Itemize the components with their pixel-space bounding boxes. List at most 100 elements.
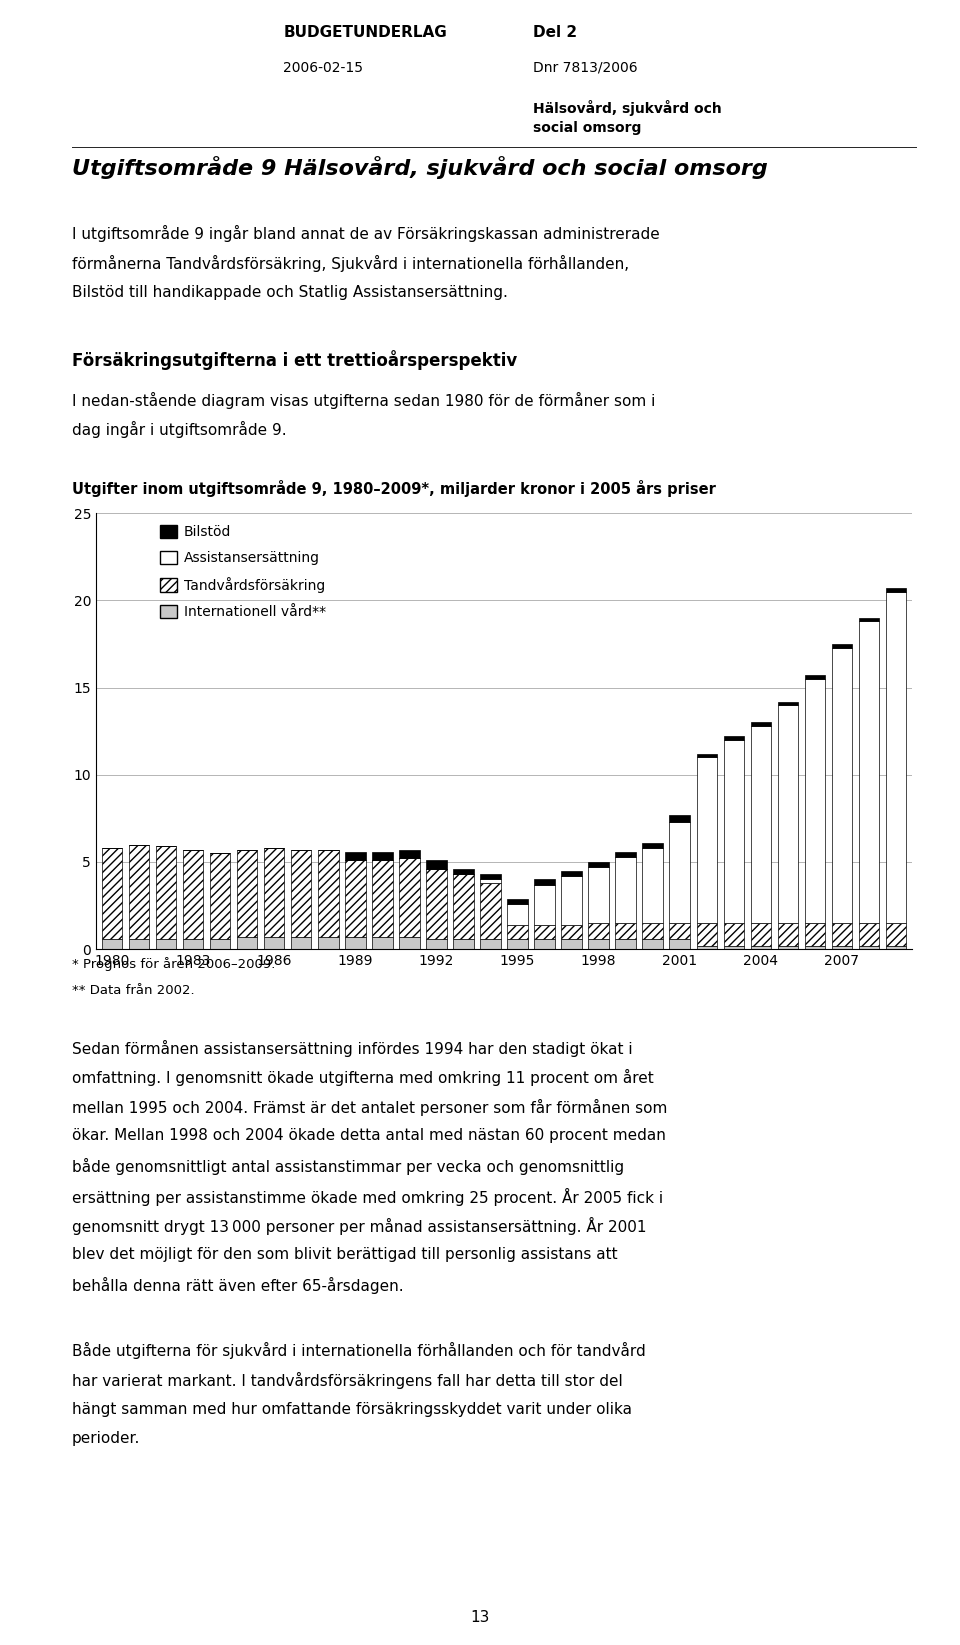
Bar xyxy=(346,860,366,938)
Bar xyxy=(480,939,500,949)
Bar xyxy=(642,849,662,923)
Bar xyxy=(858,619,879,622)
Bar xyxy=(291,938,311,949)
Bar xyxy=(399,938,420,949)
Bar xyxy=(480,883,500,939)
Bar xyxy=(346,852,366,860)
Text: 2006-02-15: 2006-02-15 xyxy=(283,61,363,76)
Bar xyxy=(669,814,690,822)
Bar xyxy=(562,870,582,875)
Bar xyxy=(588,867,609,923)
Bar xyxy=(804,679,825,923)
Text: Försäkringsutgifterna i ett trettioårsperspektiv: Försäkringsutgifterna i ett trettioårspe… xyxy=(72,350,517,370)
Bar xyxy=(831,643,852,648)
Text: Bilstöd till handikappade och Statlig Assistansersättning.: Bilstöd till handikappade och Statlig As… xyxy=(72,285,508,299)
Bar xyxy=(778,923,798,946)
Bar xyxy=(615,857,636,923)
Bar xyxy=(562,939,582,949)
Bar xyxy=(102,849,122,939)
Text: ökar. Mellan 1998 och 2004 ökade detta antal med nästan 60 procent medan: ökar. Mellan 1998 och 2004 ökade detta a… xyxy=(72,1128,666,1143)
Bar xyxy=(751,923,771,946)
Bar xyxy=(669,939,690,949)
Bar xyxy=(831,946,852,949)
Text: I utgiftsområde 9 ingår bland annat de av Försäkringskassan administrerade: I utgiftsområde 9 ingår bland annat de a… xyxy=(72,225,660,242)
Bar xyxy=(480,873,500,880)
Text: mellan 1995 och 2004. Främst är det antalet personer som får förmånen som: mellan 1995 och 2004. Främst är det anta… xyxy=(72,1099,667,1115)
Text: * Prognos för åren 2006–2009.: * Prognos för åren 2006–2009. xyxy=(72,957,276,971)
Bar xyxy=(346,938,366,949)
Bar xyxy=(831,923,852,946)
Bar xyxy=(642,939,662,949)
Bar xyxy=(751,722,771,725)
Bar xyxy=(751,946,771,949)
Text: blev det möjligt för den som blivit berättigad till personlig assistans att: blev det möjligt för den som blivit berä… xyxy=(72,1247,617,1262)
Text: Hälsovård, sjukvård och
social omsorg: Hälsovård, sjukvård och social omsorg xyxy=(533,100,722,135)
Bar xyxy=(858,622,879,923)
Bar xyxy=(858,923,879,946)
Text: omfattning. I genomsnitt ökade utgifterna med omkring 11 procent om året: omfattning. I genomsnitt ökade utgiftern… xyxy=(72,1069,654,1086)
Bar xyxy=(804,923,825,946)
Text: Utgifter inom utgiftsområde 9, 1980–2009*, miljarder kronor i 2005 års priser: Utgifter inom utgiftsområde 9, 1980–2009… xyxy=(72,480,716,497)
Bar xyxy=(724,946,744,949)
Bar xyxy=(588,862,609,867)
Bar xyxy=(156,939,177,949)
Bar xyxy=(697,753,717,757)
Bar xyxy=(102,939,122,949)
Bar xyxy=(778,946,798,949)
Bar xyxy=(237,850,257,938)
Text: ** Data från 2002.: ** Data från 2002. xyxy=(72,984,195,997)
Bar xyxy=(886,592,906,923)
Text: förmånerna Tandvårdsförsäkring, Sjukvård i internationella förhållanden,: förmånerna Tandvårdsförsäkring, Sjukvård… xyxy=(72,255,629,271)
Bar xyxy=(669,923,690,939)
Bar xyxy=(724,923,744,946)
Bar xyxy=(480,880,500,883)
Bar xyxy=(508,903,528,924)
Text: ersättning per assistanstimme ökade med omkring 25 procent. År 2005 fick i: ersättning per assistanstimme ökade med … xyxy=(72,1188,663,1206)
Text: Del 2: Del 2 xyxy=(533,25,577,39)
Bar xyxy=(291,850,311,938)
Bar xyxy=(183,850,204,939)
Bar xyxy=(210,854,230,939)
Bar xyxy=(508,924,528,939)
Bar xyxy=(372,938,393,949)
Text: BUDGETUNDERLAG: BUDGETUNDERLAG xyxy=(283,25,447,39)
Bar xyxy=(508,898,528,903)
Bar xyxy=(129,939,150,949)
Bar xyxy=(453,873,473,939)
Bar xyxy=(318,938,339,949)
Bar xyxy=(615,923,636,939)
Text: I nedan­stående diagram visas utgifterna sedan 1980 för de förmåner som i: I nedan­stående diagram visas utgifterna… xyxy=(72,392,656,408)
Bar xyxy=(642,842,662,849)
Bar xyxy=(697,757,717,923)
Bar xyxy=(183,939,204,949)
Bar xyxy=(264,849,284,938)
Bar xyxy=(669,822,690,923)
Text: har varierat markant. I tandvårdsförsäkringens fall har detta till stor del: har varierat markant. I tandvårdsförsäkr… xyxy=(72,1372,623,1388)
Bar xyxy=(697,946,717,949)
Text: Sedan förmånen assistansersättning infördes 1994 har den stadigt ökat i: Sedan förmånen assistansersättning inför… xyxy=(72,1040,633,1056)
Bar xyxy=(453,869,473,873)
Bar xyxy=(399,859,420,938)
Bar xyxy=(886,946,906,949)
Bar xyxy=(751,725,771,923)
Bar xyxy=(588,923,609,939)
Text: Utgiftsområde 9 Hälsovård, sjukvård och social omsorg: Utgiftsområde 9 Hälsovård, sjukvård och … xyxy=(72,156,768,179)
Bar xyxy=(615,852,636,857)
Bar xyxy=(426,860,446,869)
Bar xyxy=(804,676,825,679)
Bar xyxy=(372,860,393,938)
Bar xyxy=(804,946,825,949)
Bar xyxy=(156,846,177,939)
Bar xyxy=(588,939,609,949)
Text: genomsnitt drygt 13 000 personer per månad assistansersättning. År 2001: genomsnitt drygt 13 000 personer per mån… xyxy=(72,1217,646,1235)
Bar xyxy=(724,740,744,923)
Bar xyxy=(535,939,555,949)
Bar xyxy=(453,939,473,949)
Bar xyxy=(264,938,284,949)
Bar xyxy=(886,923,906,946)
Text: både genomsnittligt antal assistanstimmar per vecka och genomsnittlig: både genomsnittligt antal assistanstimma… xyxy=(72,1158,624,1175)
Text: 13: 13 xyxy=(470,1610,490,1625)
Bar xyxy=(562,875,582,924)
Text: Både utgifterna för sjukvård i internationella förhållanden och för tandvård: Både utgifterna för sjukvård i internati… xyxy=(72,1342,646,1359)
Text: Dnr 7813/2006: Dnr 7813/2006 xyxy=(533,61,637,76)
